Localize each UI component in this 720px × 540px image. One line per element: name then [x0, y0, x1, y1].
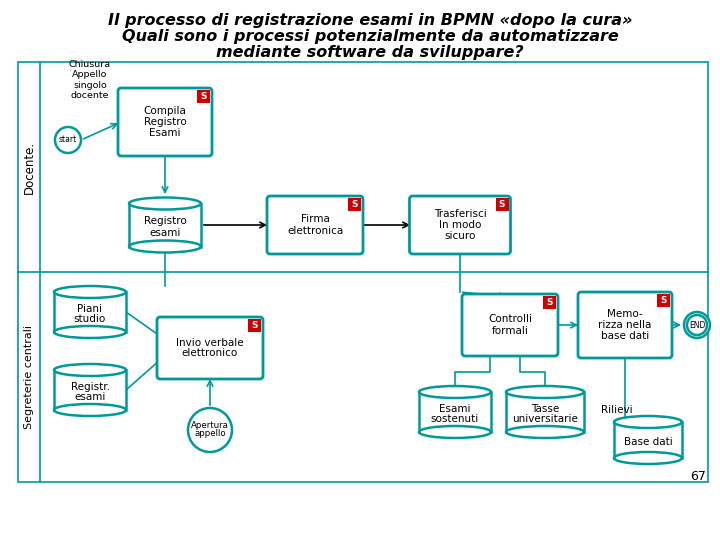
Text: sostenuti: sostenuti — [431, 415, 479, 424]
Text: S: S — [351, 200, 358, 209]
Ellipse shape — [54, 404, 126, 416]
Text: Tasse: Tasse — [531, 403, 559, 414]
Ellipse shape — [614, 452, 682, 464]
Text: Registro: Registro — [143, 117, 186, 127]
Text: elettronica: elettronica — [287, 226, 343, 235]
FancyBboxPatch shape — [157, 317, 263, 379]
Text: Invio verbale: Invio verbale — [176, 338, 244, 348]
Ellipse shape — [419, 386, 491, 398]
Text: mediante software da sviluppare?: mediante software da sviluppare? — [216, 44, 524, 59]
Text: S: S — [499, 200, 505, 209]
Text: Registr.: Registr. — [71, 381, 109, 391]
Text: studio: studio — [74, 314, 106, 325]
Bar — [197, 90, 210, 103]
Text: Trasferisci: Trasferisci — [433, 209, 487, 219]
Ellipse shape — [54, 364, 126, 376]
Circle shape — [684, 312, 710, 338]
Bar — [506, 392, 584, 432]
Bar — [543, 296, 556, 309]
Bar — [419, 392, 491, 432]
Text: Docente.: Docente. — [22, 140, 35, 193]
Text: universitarie: universitarie — [512, 415, 578, 424]
Ellipse shape — [419, 426, 491, 438]
Ellipse shape — [506, 426, 584, 438]
Text: Apertura: Apertura — [191, 422, 229, 430]
Text: Controlli: Controlli — [488, 314, 532, 325]
Text: Esami: Esami — [439, 403, 471, 414]
Text: base dati: base dati — [601, 331, 649, 341]
Text: start: start — [59, 136, 77, 145]
Bar — [495, 198, 508, 211]
Text: elettronico: elettronico — [182, 348, 238, 359]
Text: Esami: Esami — [149, 128, 181, 138]
Text: 67: 67 — [690, 470, 706, 483]
Circle shape — [55, 127, 81, 153]
Text: Compila: Compila — [143, 106, 186, 116]
FancyBboxPatch shape — [462, 294, 558, 356]
Circle shape — [188, 408, 232, 452]
Text: Memo-: Memo- — [607, 309, 643, 319]
Ellipse shape — [129, 240, 201, 253]
Text: Quali sono i processi potenzialmente da automatizzare: Quali sono i processi potenzialmente da … — [122, 29, 618, 44]
Text: Firma: Firma — [300, 214, 330, 225]
Bar — [54, 292, 126, 332]
Text: Registro: Registro — [143, 217, 186, 226]
Ellipse shape — [54, 286, 126, 298]
Text: Il processo di registrazione esami in BPMN «dopo la cura»: Il processo di registrazione esami in BP… — [108, 12, 632, 28]
Circle shape — [687, 315, 707, 335]
Ellipse shape — [614, 416, 682, 428]
Bar — [248, 319, 261, 332]
FancyBboxPatch shape — [578, 292, 672, 358]
Text: Chiusura
Appello
singolo
docente: Chiusura Appello singolo docente — [69, 60, 111, 100]
Ellipse shape — [54, 326, 126, 338]
Bar — [129, 204, 201, 246]
Text: S: S — [200, 92, 207, 101]
Text: rizza nella: rizza nella — [598, 320, 652, 330]
Text: Piani: Piani — [78, 303, 102, 314]
Text: Base dati: Base dati — [624, 437, 672, 447]
Ellipse shape — [506, 386, 584, 398]
FancyBboxPatch shape — [118, 88, 212, 156]
Text: Rilievi: Rilievi — [601, 405, 633, 415]
Text: S: S — [660, 296, 667, 305]
Ellipse shape — [129, 198, 201, 210]
Text: esami: esami — [149, 227, 181, 238]
Bar — [657, 294, 670, 307]
FancyBboxPatch shape — [410, 196, 510, 254]
Text: Segreterie centrali: Segreterie centrali — [24, 325, 34, 429]
Bar — [614, 422, 682, 458]
Text: S: S — [546, 298, 553, 307]
Bar — [18, 62, 708, 482]
Text: END: END — [689, 321, 705, 329]
Text: S: S — [251, 321, 258, 330]
Text: esami: esami — [74, 393, 106, 402]
Text: appello: appello — [194, 429, 226, 438]
Bar — [54, 370, 126, 410]
Text: sicuro: sicuro — [444, 231, 476, 241]
Text: In modo: In modo — [438, 220, 481, 230]
Text: formali: formali — [492, 326, 528, 335]
FancyBboxPatch shape — [267, 196, 363, 254]
Bar — [348, 198, 361, 211]
